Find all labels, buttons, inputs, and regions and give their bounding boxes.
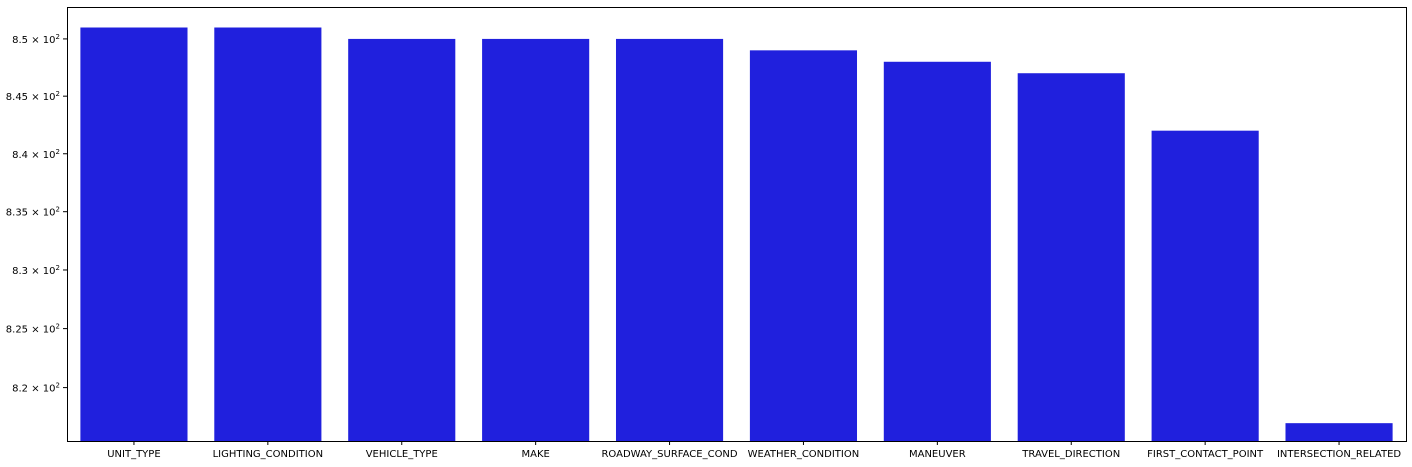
y-tick-base: 10 <box>43 35 56 46</box>
bar-travel-direction <box>1017 73 1125 441</box>
y-tick-base: 10 <box>43 208 56 219</box>
y-tick-base: 10 <box>43 384 56 395</box>
y-tick-label: 8.25 × 102 <box>6 323 60 336</box>
bar-intersection-related <box>1285 423 1393 441</box>
y-tick-base: 10 <box>43 150 56 161</box>
y-tick-times-sign: × <box>28 325 43 336</box>
bar-weather-condition <box>749 50 858 441</box>
x-tick-label: TRAVEL_DIRECTION <box>1021 449 1120 460</box>
x-tick-label: MAKE <box>521 449 549 460</box>
x-tick-label: VEHICLE_TYPE <box>366 449 438 460</box>
plot-frame <box>67 7 1407 442</box>
x-tick-label: WEATHER_CONDITION <box>748 449 860 460</box>
bar-vehicle-type <box>348 38 456 441</box>
x-axis: UNIT_TYPE LIGHTING_CONDITION VEHICLE_TYPE M… <box>107 441 1401 460</box>
bar-roadway-surface-cond <box>615 38 724 441</box>
y-tick-times-sign: × <box>28 150 43 161</box>
y-tick-times-sign: × <box>28 92 43 103</box>
y-tick-label: 8.35 × 102 <box>6 206 60 219</box>
y-tick-exponent: 2 <box>56 90 60 98</box>
y-tick-label: 8.4 × 102 <box>12 148 60 161</box>
y-tick-mantissa: 8.4 <box>12 150 28 161</box>
x-tick-label: LIGHTING_CONDITION <box>213 449 323 460</box>
bar-make <box>482 38 590 441</box>
y-tick-base: 10 <box>43 92 56 103</box>
y-tick-exponent: 2 <box>56 323 60 331</box>
y-tick-mantissa: 8.3 <box>12 266 28 277</box>
y-tick-mantissa: 8.5 <box>12 35 28 46</box>
bar-first-contact-point <box>1151 130 1259 441</box>
bar-unit-type <box>80 27 188 442</box>
y-tick-exponent: 2 <box>56 206 60 214</box>
y-tick-times-sign: × <box>28 35 43 46</box>
x-tick-label: FIRST_CONTACT_POINT <box>1147 449 1264 460</box>
x-tick-label: INTERSECTION_RELATED <box>1277 449 1401 460</box>
y-tick-label: 8.45 × 102 <box>6 90 60 103</box>
y-tick-label: 8.5 × 102 <box>12 33 60 46</box>
x-tick-label: UNIT_TYPE <box>107 449 160 460</box>
y-tick-base: 10 <box>43 266 56 277</box>
bars-group <box>80 27 1393 442</box>
y-tick-exponent: 2 <box>56 148 60 156</box>
y-tick-mantissa: 8.45 <box>6 92 28 103</box>
y-tick-mantissa: 8.25 <box>6 325 28 336</box>
bar-maneuver <box>883 61 991 441</box>
y-tick-label: 8.3 × 102 <box>12 264 60 277</box>
y-tick-exponent: 2 <box>56 264 60 272</box>
y-tick-exponent: 2 <box>56 33 60 41</box>
x-tick-label: MANEUVER <box>909 449 966 460</box>
y-tick-mantissa: 8.35 <box>6 208 28 219</box>
y-tick-mantissa: 8.2 <box>12 384 28 395</box>
y-tick-times-sign: × <box>28 208 43 219</box>
y-tick-label: 8.2 × 102 <box>12 382 60 395</box>
x-tick-label: ROADWAY_SURFACE_COND <box>601 449 737 460</box>
y-tick-exponent: 2 <box>56 382 60 390</box>
bar-lighting-condition <box>214 27 322 442</box>
y-tick-times-sign: × <box>28 384 43 395</box>
y-tick-base: 10 <box>43 325 56 336</box>
y-tick-times-sign: × <box>28 266 43 277</box>
